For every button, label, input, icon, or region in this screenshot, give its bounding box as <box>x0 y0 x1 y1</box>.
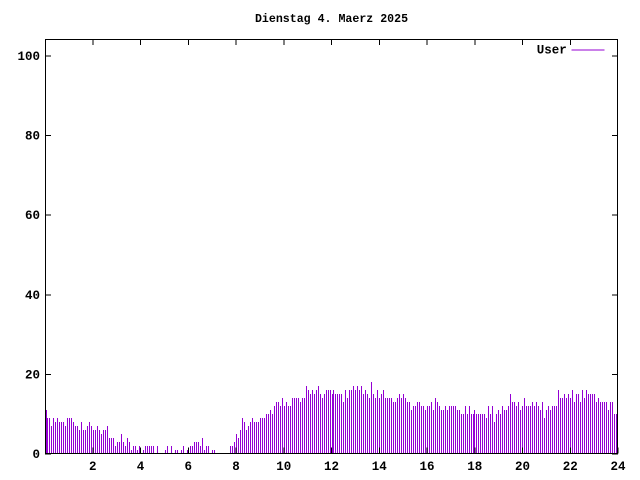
svg-text:60: 60 <box>25 209 40 223</box>
svg-text:12: 12 <box>324 460 339 474</box>
svg-text:20: 20 <box>25 368 40 382</box>
svg-text:18: 18 <box>467 460 482 474</box>
svg-text:Dienstag 4. Maerz 2025: Dienstag 4. Maerz 2025 <box>255 13 408 26</box>
svg-text:40: 40 <box>25 289 40 303</box>
svg-text:10: 10 <box>276 460 291 474</box>
svg-text:24: 24 <box>610 460 626 474</box>
svg-text:16: 16 <box>419 460 434 474</box>
svg-text:6: 6 <box>184 460 192 474</box>
svg-text:22: 22 <box>563 460 578 474</box>
svg-text:2: 2 <box>89 460 97 474</box>
svg-text:14: 14 <box>372 460 388 474</box>
svg-text:User: User <box>537 44 567 58</box>
svg-text:100: 100 <box>17 50 40 64</box>
svg-text:80: 80 <box>25 130 40 144</box>
svg-text:4: 4 <box>137 460 145 474</box>
svg-text:20: 20 <box>515 460 530 474</box>
svg-text:8: 8 <box>232 460 240 474</box>
svg-text:0: 0 <box>32 448 40 462</box>
